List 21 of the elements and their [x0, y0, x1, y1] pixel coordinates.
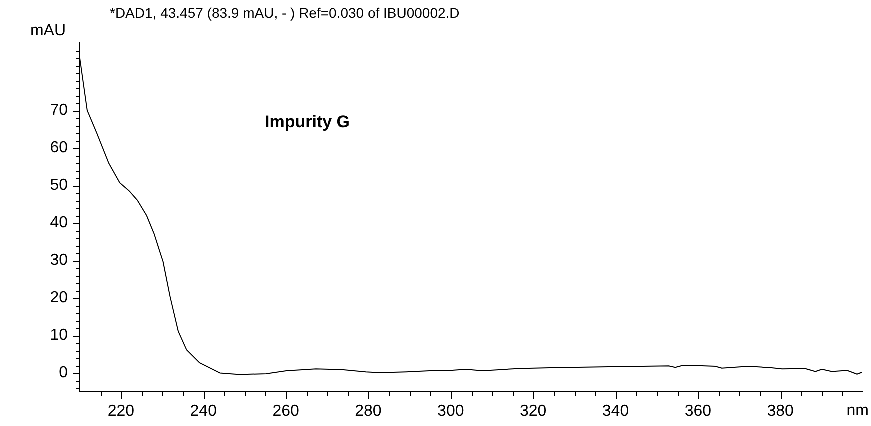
x-tick-label: 240 — [190, 403, 218, 420]
y-tick-label: 40 — [50, 214, 68, 232]
y-tick-label: 60 — [50, 139, 68, 156]
y-tick-label: 70 — [50, 102, 68, 119]
y-tick-label: 20 — [50, 290, 68, 307]
y-tick-label: 10 — [50, 327, 68, 344]
x-tick-label: 260 — [272, 403, 300, 420]
x-tick-label: 220 — [108, 403, 135, 420]
x-tick-label: 280 — [355, 403, 382, 420]
x-tick-label: 320 — [520, 403, 547, 420]
chart-title: *DAD1, 43.457 (83.9 mAU, - ) Ref=0.030 of IBU00002.D — [110, 4, 460, 21]
y-axis-title: mAU — [30, 22, 66, 40]
x-axis-title: nm — [846, 402, 869, 420]
y-tick-label: 30 — [50, 252, 68, 270]
x-tick-label: 360 — [684, 403, 712, 420]
y-tick-label: 0 — [59, 364, 68, 382]
y-tick-label: 50 — [50, 177, 68, 194]
annotation: Impurity G — [265, 112, 350, 132]
x-tick-label: 340 — [602, 403, 630, 420]
x-tick-label: 300 — [438, 403, 464, 420]
x-tick-label: 380 — [767, 403, 794, 420]
